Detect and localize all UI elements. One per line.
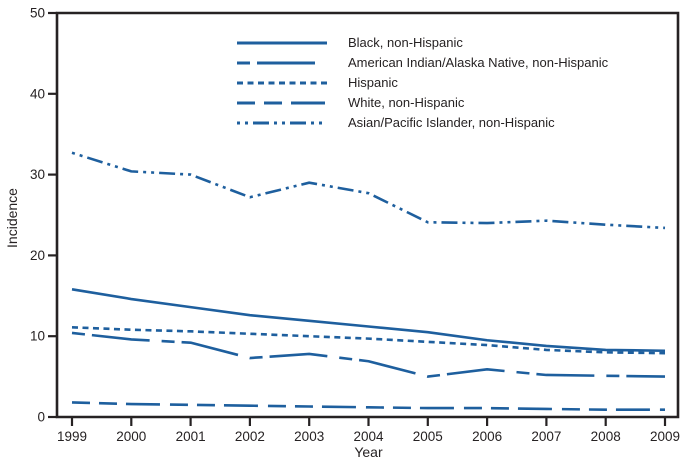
legend: Black, non-Hispanic American Indian/Alask… bbox=[237, 33, 608, 133]
y-tick-label: 30 bbox=[30, 167, 45, 182]
legend-label: White, non-Hispanic bbox=[348, 95, 465, 110]
x-axis-title: Year bbox=[354, 444, 383, 460]
legend-label: Hispanic bbox=[348, 75, 398, 90]
plot-border bbox=[55, 11, 680, 419]
y-tick-label: 40 bbox=[30, 86, 45, 101]
series-line-american-indian-alaska-native-non-hispanic bbox=[71, 331, 666, 378]
legend-row-hispanic: Hispanic bbox=[237, 73, 608, 93]
x-tick-label: 2004 bbox=[353, 429, 384, 444]
series-line-black-non-hispanic bbox=[71, 288, 666, 353]
y-tick-label: 10 bbox=[30, 329, 45, 344]
series-line-asian-pacific-islander-non-hispanic bbox=[71, 151, 666, 230]
x-tick-label: 2008 bbox=[591, 429, 621, 444]
legend-line-sample-icon bbox=[237, 121, 327, 125]
legend-line-sample-icon bbox=[237, 61, 327, 65]
legend-row-white-non-hispanic: White, non-Hispanic bbox=[237, 93, 608, 113]
legend-label: Asian/Pacific Islander, non-Hispanic bbox=[348, 115, 555, 130]
y-tick-label: 50 bbox=[30, 6, 45, 21]
x-tick-label: 2001 bbox=[176, 429, 206, 444]
legend-line-sample-icon bbox=[237, 81, 327, 85]
x-tick-label: 2003 bbox=[294, 429, 324, 444]
x-tick-label: 1999 bbox=[57, 429, 87, 444]
series-line-hispanic bbox=[71, 326, 666, 355]
legend-line-sample-icon bbox=[237, 101, 327, 105]
legend-row-black-non-hispanic: Black, non-Hispanic bbox=[237, 33, 608, 53]
series-line-white-non-hispanic bbox=[71, 401, 665, 412]
legend-row-asian-pacific-islander-non-hispanic: Asian/Pacific Islander, non-Hispanic bbox=[237, 113, 608, 133]
y-axis-title: Incidence bbox=[4, 188, 20, 248]
y-tick-label: 20 bbox=[30, 248, 45, 263]
x-tick-label: 2007 bbox=[531, 429, 561, 444]
x-tick-label: 2006 bbox=[472, 429, 502, 444]
legend-label: Black, non-Hispanic bbox=[348, 35, 463, 50]
x-tick-label: 2002 bbox=[235, 429, 265, 444]
legend-row-american-indian-alaska-native-non-hispanic: American Indian/Alaska Native, non-Hispa… bbox=[237, 53, 608, 73]
legend-line-sample-icon bbox=[237, 41, 327, 45]
legend-label: American Indian/Alaska Native, non-Hispa… bbox=[348, 55, 609, 70]
x-tick-label: 2005 bbox=[413, 429, 443, 444]
x-tick-label: 2000 bbox=[116, 429, 146, 444]
y-tick-label: 0 bbox=[37, 410, 45, 425]
x-tick-label: 2009 bbox=[650, 429, 680, 444]
